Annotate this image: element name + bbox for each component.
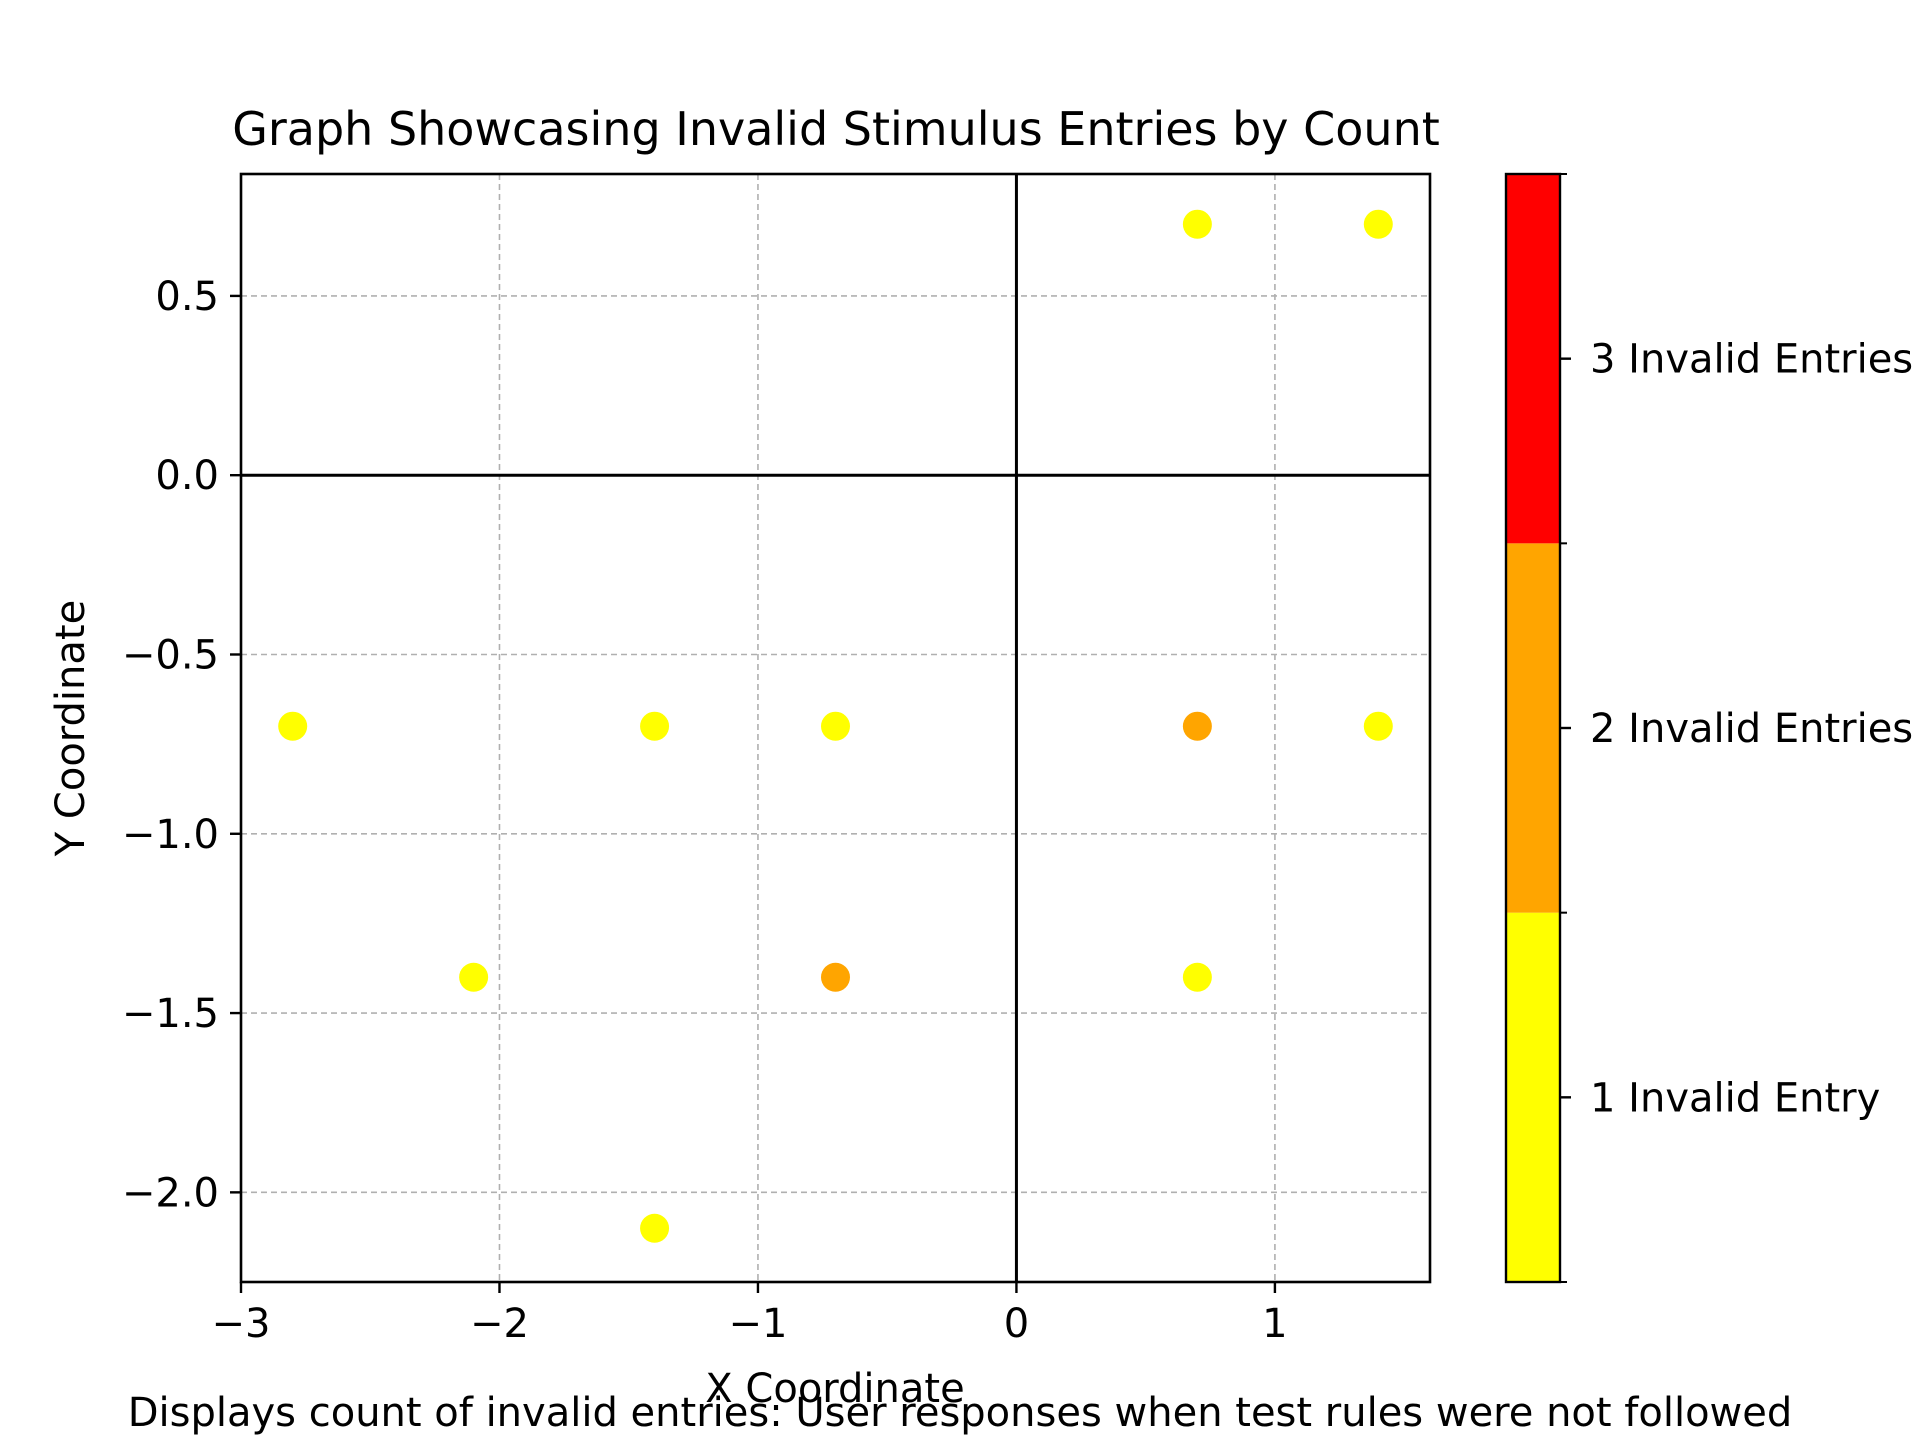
y-axis-ticks: 0.5 0.0 −0.5 −1.0 −1.5 −2.0 (122, 274, 241, 1216)
y-tick-label: 0.0 (155, 453, 219, 499)
y-tick-label: −0.5 (122, 632, 219, 678)
data-point (1363, 711, 1393, 741)
colorbar-segment (1506, 912, 1560, 1282)
y-tick-label: −1.5 (122, 991, 219, 1037)
colorbar-segment (1506, 174, 1560, 544)
y-axis-label: Y Coordinate (48, 600, 94, 857)
colorbar: 1 Invalid Entry 2 Invalid Entries 3 Invali… (1504, 172, 1913, 1284)
data-point (1182, 711, 1212, 741)
colorbar-segment (1506, 543, 1560, 913)
colorbar-label: 1 Invalid Entry (1590, 1075, 1880, 1121)
x-tick-label: −3 (212, 1301, 271, 1347)
data-point (640, 711, 670, 741)
data-point (1182, 962, 1212, 992)
y-tick-label: 0.5 (155, 274, 219, 320)
x-axis-ticks: −3 −2 −1 0 1 (212, 1282, 1288, 1347)
data-point (640, 1213, 670, 1243)
colorbar-label: 2 Invalid Entries (1590, 706, 1913, 752)
colorbar-label: 3 Invalid Entries (1590, 337, 1913, 383)
data-point (459, 962, 489, 992)
x-tick-label: −2 (470, 1301, 529, 1347)
colorbar-frame (1504, 172, 1562, 1284)
data-point (1182, 209, 1212, 239)
axes (241, 174, 1430, 1282)
chart-title: Graph Showcasing Invalid Stimulus Entrie… (232, 102, 1440, 156)
x-axis-label: X Coordinate (705, 1366, 964, 1412)
data-point (278, 711, 308, 741)
chart-caption: Displays count of invalid entries: User … (128, 1390, 1793, 1436)
x-tick-label: −1 (728, 1301, 787, 1347)
data-points (278, 209, 1393, 1243)
x-tick-label: 1 (1262, 1301, 1287, 1347)
x-tick-label: 0 (1004, 1301, 1029, 1347)
data-point (1363, 209, 1393, 239)
plot-frame (239, 172, 1432, 1284)
data-point (821, 711, 850, 741)
y-tick-label: −2.0 (122, 1170, 219, 1216)
data-point (821, 962, 850, 992)
y-tick-label: −1.0 (122, 812, 219, 858)
